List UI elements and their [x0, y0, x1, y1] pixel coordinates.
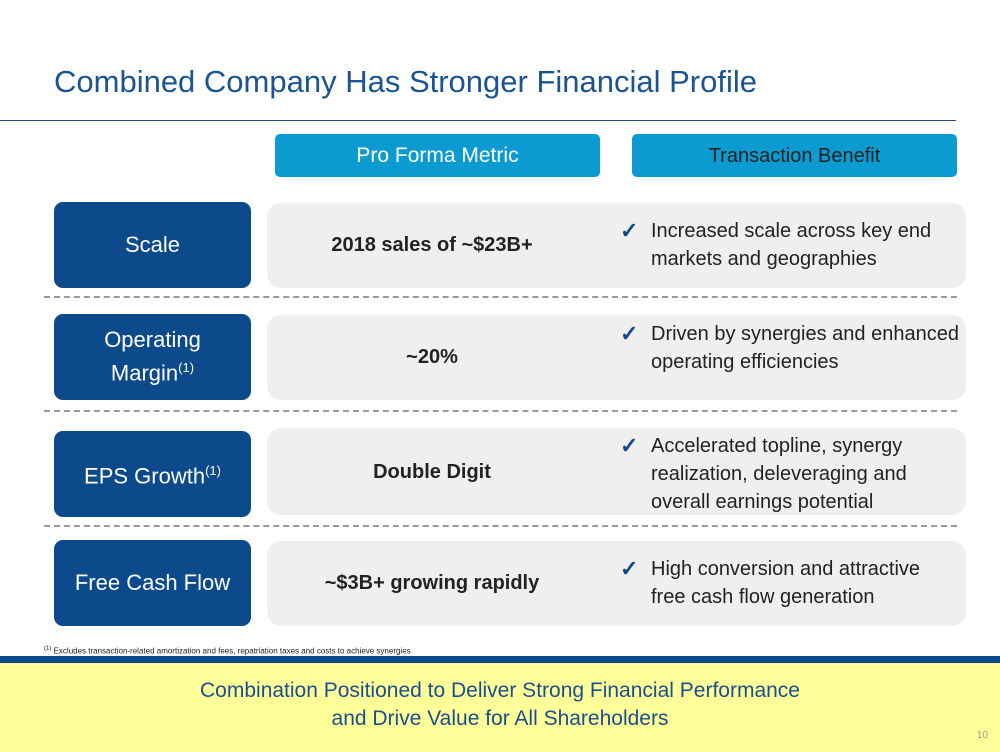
row-label-text: Free Cash Flow	[74, 570, 231, 595]
benefit-text: Driven by synergies and enhanced operati…	[651, 323, 959, 373]
row-panel-scale	[267, 203, 966, 288]
check-icon: ✓	[620, 433, 639, 458]
row-divider	[44, 296, 957, 298]
conclusion-text: Combination Positioned to Deliver Strong…	[200, 679, 800, 730]
benefit-eps-growth: ✓ Accelerated topline, synergy realizati…	[620, 432, 960, 516]
benefit-scale: ✓ Increased scale across key end markets…	[620, 217, 960, 273]
row-label-text: Operating Margin(1)	[104, 327, 201, 386]
row-label-eps-growth: EPS Growth(1)	[54, 431, 251, 517]
check-icon: ✓	[620, 218, 639, 243]
row-divider	[44, 410, 957, 412]
row-label-scale: Scale	[54, 202, 251, 288]
row-divider	[44, 525, 957, 527]
benefit-text: Accelerated topline, synergy realization…	[651, 435, 907, 513]
check-icon: ✓	[620, 321, 639, 346]
row-panel-eps-growth	[267, 428, 966, 515]
row-panel-operating-margin	[267, 315, 966, 400]
footnote-text: Excludes transaction-related amortizatio…	[53, 646, 411, 656]
conclusion-banner	[0, 663, 1000, 752]
footnote-marker: (1)	[44, 646, 52, 652]
page-title: Combined Company Has Stronger Financial …	[54, 64, 757, 99]
benefit-operating-margin: ✓ Driven by synergies and enhanced opera…	[620, 320, 960, 376]
row-label-free-cash-flow: Free Cash Flow	[54, 540, 251, 626]
header-pro-forma-metric: Pro Forma Metric	[275, 134, 600, 177]
benefit-text: High conversion and attractive free cash…	[651, 558, 921, 608]
check-icon: ✓	[620, 556, 639, 581]
footnote-marker: (1)	[205, 463, 221, 479]
metric-value-operating-margin: ~20%	[406, 346, 458, 368]
metric-value-scale: 2018 sales of ~$23B+	[331, 234, 533, 256]
metric-value-free-cash-flow: ~$3B+ growing rapidly	[324, 572, 540, 594]
page-number: 10	[976, 730, 988, 741]
benefit-free-cash-flow: ✓ High conversion and attractive free ca…	[620, 555, 960, 611]
benefit-text: Increased scale across key end markets a…	[651, 220, 932, 270]
metric-value-eps-growth: Double Digit	[373, 461, 491, 483]
footnote-marker: (1)	[178, 360, 195, 376]
row-label-operating-margin: Operating Margin(1)	[54, 314, 251, 400]
title-divider	[0, 120, 956, 121]
row-label-text: Scale	[124, 232, 181, 257]
banner-top-rule	[0, 656, 1000, 663]
header-transaction-benefit: Transaction Benefit	[632, 134, 957, 177]
row-label-text: EPS Growth(1)	[84, 463, 221, 489]
row-panel-free-cash-flow	[267, 541, 966, 626]
footnote: (1) Excludes transaction-related amortiz…	[44, 646, 411, 656]
